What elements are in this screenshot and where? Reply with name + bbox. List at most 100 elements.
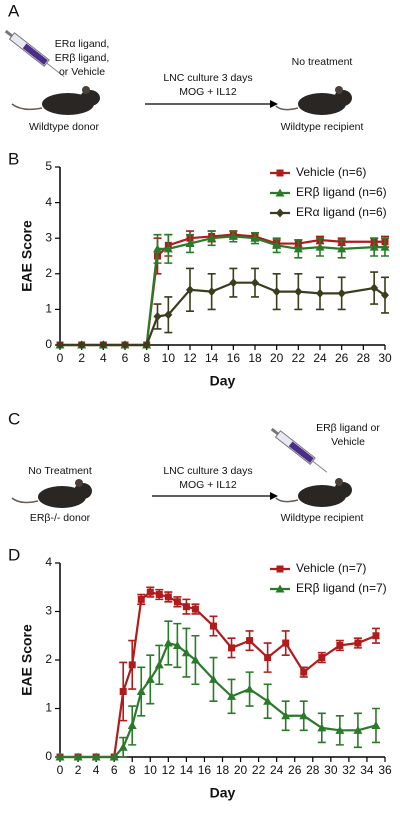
- y-tick-label: 4: [45, 555, 52, 569]
- x-tick-label: 18: [248, 351, 262, 365]
- marker: [337, 288, 346, 298]
- mouse: [275, 86, 352, 115]
- x-tick-label: 24: [313, 351, 327, 365]
- x-tick-label: 14: [205, 351, 219, 365]
- x-tick-label: 26: [288, 763, 302, 777]
- marker: [245, 684, 255, 693]
- marker: [372, 632, 380, 640]
- marker: [250, 233, 260, 242]
- marker: [173, 598, 181, 606]
- marker: [163, 244, 173, 253]
- marker: [164, 310, 173, 320]
- marker: [371, 720, 381, 729]
- x-tick-label: 0: [57, 351, 64, 365]
- mouse: [275, 478, 352, 507]
- x-tick-label: 18: [216, 763, 230, 777]
- panel-label: D: [8, 545, 20, 564]
- recipient-treatment: ERβ ligand or: [316, 422, 380, 434]
- x-tick-label: 10: [144, 763, 158, 777]
- arrow-text: LNC culture 3 days: [163, 465, 252, 477]
- legend-label: ERβ ligand (n=6): [296, 185, 387, 199]
- donor-treatment: ERα ligand,: [55, 38, 110, 50]
- y-tick-label: 1: [45, 302, 52, 316]
- marker: [381, 290, 389, 300]
- x-tick-label: 36: [378, 763, 392, 777]
- marker: [272, 240, 282, 249]
- marker: [208, 674, 218, 683]
- x-tick-label: 28: [357, 351, 371, 365]
- x-axis-label: Day: [210, 373, 236, 389]
- panel-label: C: [8, 409, 20, 428]
- marker: [164, 593, 172, 601]
- marker: [153, 312, 162, 322]
- marker: [186, 285, 194, 295]
- marker: [56, 340, 64, 350]
- x-tick-label: 28: [306, 763, 320, 777]
- marker: [300, 668, 308, 676]
- marker: [293, 244, 303, 253]
- mouse: [11, 86, 100, 115]
- legend-label: Vehicle (n=6): [296, 165, 366, 179]
- recipient-treatment: No treatment: [292, 56, 353, 68]
- x-tick-label: 0: [57, 763, 64, 777]
- x-tick-label: 14: [180, 763, 194, 777]
- marker: [190, 655, 200, 664]
- arrow-text: LNC culture 3 days: [163, 72, 252, 84]
- marker: [227, 691, 237, 700]
- marker: [109, 752, 119, 761]
- recipient-treatment: Vehicle: [331, 436, 365, 448]
- x-tick-label: 16: [198, 763, 212, 777]
- recipient-label: Wildtype recipient: [281, 512, 364, 524]
- marker: [336, 641, 344, 649]
- panel-label: B: [8, 149, 19, 168]
- y-tick-label: 3: [45, 230, 52, 244]
- marker: [316, 288, 324, 298]
- marker: [172, 640, 182, 649]
- marker: [337, 244, 347, 253]
- legend-label: ERα ligand (n=6): [296, 205, 387, 219]
- panel-label: A: [8, 1, 20, 20]
- marker: [369, 242, 379, 251]
- marker: [294, 287, 303, 297]
- marker: [353, 725, 363, 734]
- marker: [91, 752, 101, 761]
- marker: [318, 654, 326, 662]
- y-tick-label: 0: [45, 749, 52, 763]
- x-tick-label: 22: [252, 763, 266, 777]
- marker: [154, 660, 164, 669]
- x-tick-label: 10: [162, 351, 176, 365]
- marker: [281, 711, 291, 720]
- series-line: [60, 641, 377, 759]
- marker: [228, 231, 238, 240]
- y-tick-label: 4: [45, 195, 52, 209]
- marker: [299, 711, 309, 720]
- arrow-text: MOG + IL12: [179, 479, 237, 491]
- x-tick-label: 22: [292, 351, 306, 365]
- syringe: [270, 427, 328, 473]
- marker: [246, 637, 254, 645]
- marker: [380, 242, 390, 251]
- x-tick-label: 8: [143, 351, 150, 365]
- x-tick-label: 16: [227, 351, 241, 365]
- arrow-text: MOG + IL12: [179, 86, 237, 98]
- x-tick-label: 2: [75, 763, 82, 777]
- arrowhead: [270, 492, 278, 500]
- marker: [146, 588, 154, 596]
- marker: [155, 591, 163, 599]
- series-line: [60, 233, 385, 347]
- marker: [137, 595, 145, 603]
- marker: [145, 674, 155, 683]
- legend-marker: [276, 208, 284, 218]
- donor-treatment: No Treatment: [28, 465, 92, 477]
- marker: [99, 340, 108, 350]
- x-tick-label: 4: [100, 351, 107, 365]
- mouse: [11, 479, 92, 508]
- legend-marker: [275, 188, 285, 197]
- marker: [118, 742, 128, 751]
- x-tick-label: 34: [360, 763, 374, 777]
- x-tick-label: 6: [111, 763, 118, 777]
- marker: [264, 654, 272, 662]
- x-tick-label: 30: [378, 351, 392, 365]
- marker: [128, 661, 136, 669]
- x-tick-label: 8: [129, 763, 136, 777]
